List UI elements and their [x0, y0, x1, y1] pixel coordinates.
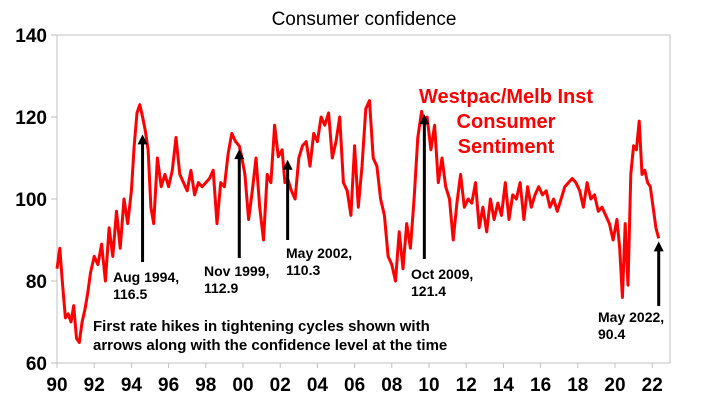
- legend-label: Consumer: [457, 111, 556, 133]
- arrowhead-icon: [282, 159, 293, 170]
- y-tick-label: 140: [15, 26, 47, 47]
- legend-label: Westpac/Melb Inst: [419, 86, 593, 108]
- legend: Westpac/Melb Inst Consumer Sentiment: [419, 86, 593, 158]
- note-line: First rate hikes in tightening cycles sh…: [93, 318, 430, 335]
- legend-label: Sentiment: [458, 136, 555, 158]
- x-tick-label: 16: [530, 375, 551, 396]
- annotation-label: 112.9: [204, 280, 238, 296]
- y-tick-label: 100: [15, 190, 47, 211]
- x-tick-label: 94: [121, 375, 143, 396]
- series-line: [55, 99, 661, 344]
- y-tick-label: 60: [26, 354, 47, 375]
- x-tick-label: 00: [232, 375, 253, 396]
- y-tick-label: 80: [26, 272, 47, 293]
- arrowhead-icon: [419, 114, 430, 125]
- x-tick-label: 20: [604, 375, 625, 396]
- arrowhead-icon: [137, 134, 148, 145]
- annotation-label: Nov 1999,: [204, 263, 269, 279]
- chart-title: Consumer confidence: [272, 9, 457, 30]
- annotation-label: May 2022,: [598, 309, 664, 325]
- x-tick-label: 08: [381, 375, 402, 396]
- arrowhead-icon: [653, 241, 664, 252]
- x-tick-label: 18: [567, 375, 588, 396]
- note-line: arrows along with the confidence level a…: [93, 337, 447, 354]
- y-tick-label: 120: [15, 108, 47, 129]
- x-tick-label: 98: [195, 375, 216, 396]
- annotation-label: Oct 2009,: [411, 266, 473, 282]
- series-layer: [55, 99, 661, 344]
- x-tick-label: 04: [307, 375, 329, 396]
- annotations: Aug 1994,116.5 Nov 1999,112.9 May 2002,110…: [113, 114, 664, 342]
- arrowhead-icon: [234, 149, 245, 160]
- annotation-label: 90.4: [598, 326, 625, 342]
- chart-note: First rate hikes in tightening cycles sh…: [93, 318, 447, 354]
- x-tick-label: 90: [46, 375, 67, 396]
- plot-frame: [56, 34, 671, 364]
- x-tick-label: 02: [270, 375, 291, 396]
- x-tick-label: 96: [158, 375, 179, 396]
- annotation-label: Aug 1994,: [113, 269, 179, 285]
- x-tick-label: 06: [344, 375, 365, 396]
- axes: 60 80 100 120 140 90 92 94 96 98 00 02 04 06 08 10 12 14 1…: [15, 26, 671, 396]
- x-tick-label: 12: [456, 375, 477, 396]
- annotation-label: 116.5: [113, 286, 147, 302]
- x-tick-label: 22: [642, 375, 663, 396]
- annotation-label: 110.3: [286, 262, 320, 278]
- x-tick-label: 10: [418, 375, 439, 396]
- annotation-label: May 2002,: [286, 245, 352, 261]
- x-tick-label: 92: [84, 375, 105, 396]
- x-tick-label: 14: [493, 375, 515, 396]
- annotation-label: 121.4: [411, 283, 446, 299]
